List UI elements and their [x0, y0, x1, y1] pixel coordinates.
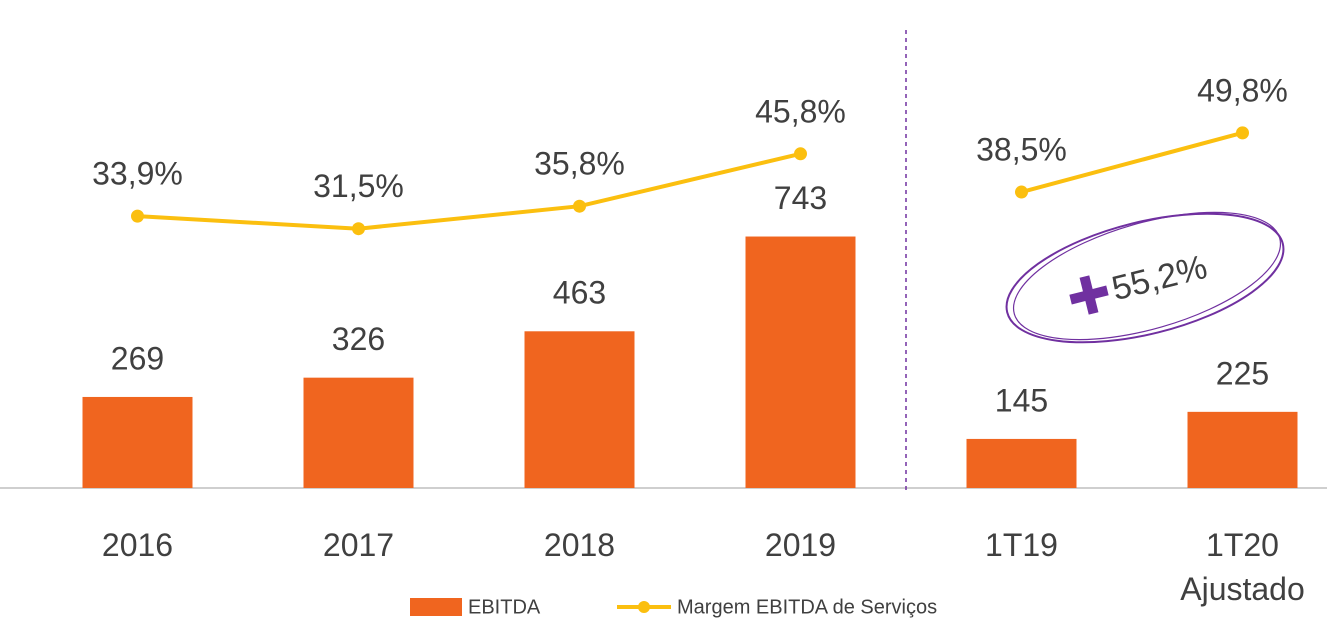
line-point: [1236, 126, 1249, 140]
bar-value-label: 463: [553, 275, 606, 311]
line-value-label: 49,8%: [1197, 72, 1288, 108]
x-tick-label: 1T19: [985, 527, 1058, 563]
x-tick-label: 1T20 Ajustado: [1180, 527, 1305, 607]
bar-value-label: 145: [995, 382, 1048, 418]
line-point: [1015, 185, 1028, 199]
x-tick-label: 2018: [543, 527, 616, 563]
bar-value-label: 743: [774, 180, 827, 216]
line-value-label: 38,5%: [976, 132, 1067, 168]
x-tick-label: 2016: [101, 527, 174, 563]
annotation-plus: [1069, 275, 1109, 315]
line-value-label: 31,5%: [313, 168, 404, 204]
bar-value-label: 225: [1216, 355, 1269, 391]
line-point: [352, 222, 365, 236]
line-value-label: 35,8%: [534, 146, 625, 182]
line-point: [573, 199, 586, 213]
x-tick-label: 2019: [764, 527, 837, 563]
legend-label: EBITDA: [468, 596, 541, 618]
x-tick-label: 2017: [322, 527, 395, 563]
line-value-label: 45,8%: [755, 93, 846, 129]
line-point: [131, 209, 144, 223]
annotation-text: 55,2%: [1108, 248, 1211, 308]
line: [137, 151, 801, 231]
annotation-ellipse: [1012, 211, 1282, 341]
bar: [82, 396, 193, 488]
bar-value-label: 269: [111, 340, 164, 376]
legend-swatch: [638, 601, 650, 613]
annotation-ellipse: [1005, 212, 1285, 344]
bar: [1187, 411, 1298, 488]
bar: [524, 331, 635, 488]
line-value-label: 33,9%: [92, 156, 183, 192]
bar: [745, 236, 856, 488]
legend-label: Margem EBITDA de Serviços: [677, 596, 937, 618]
bar: [303, 377, 414, 488]
line: [1020, 130, 1244, 194]
bar-value-label: 326: [332, 321, 385, 357]
bar: [966, 438, 1077, 488]
legend-swatch: [410, 598, 462, 616]
line-point: [794, 147, 807, 161]
